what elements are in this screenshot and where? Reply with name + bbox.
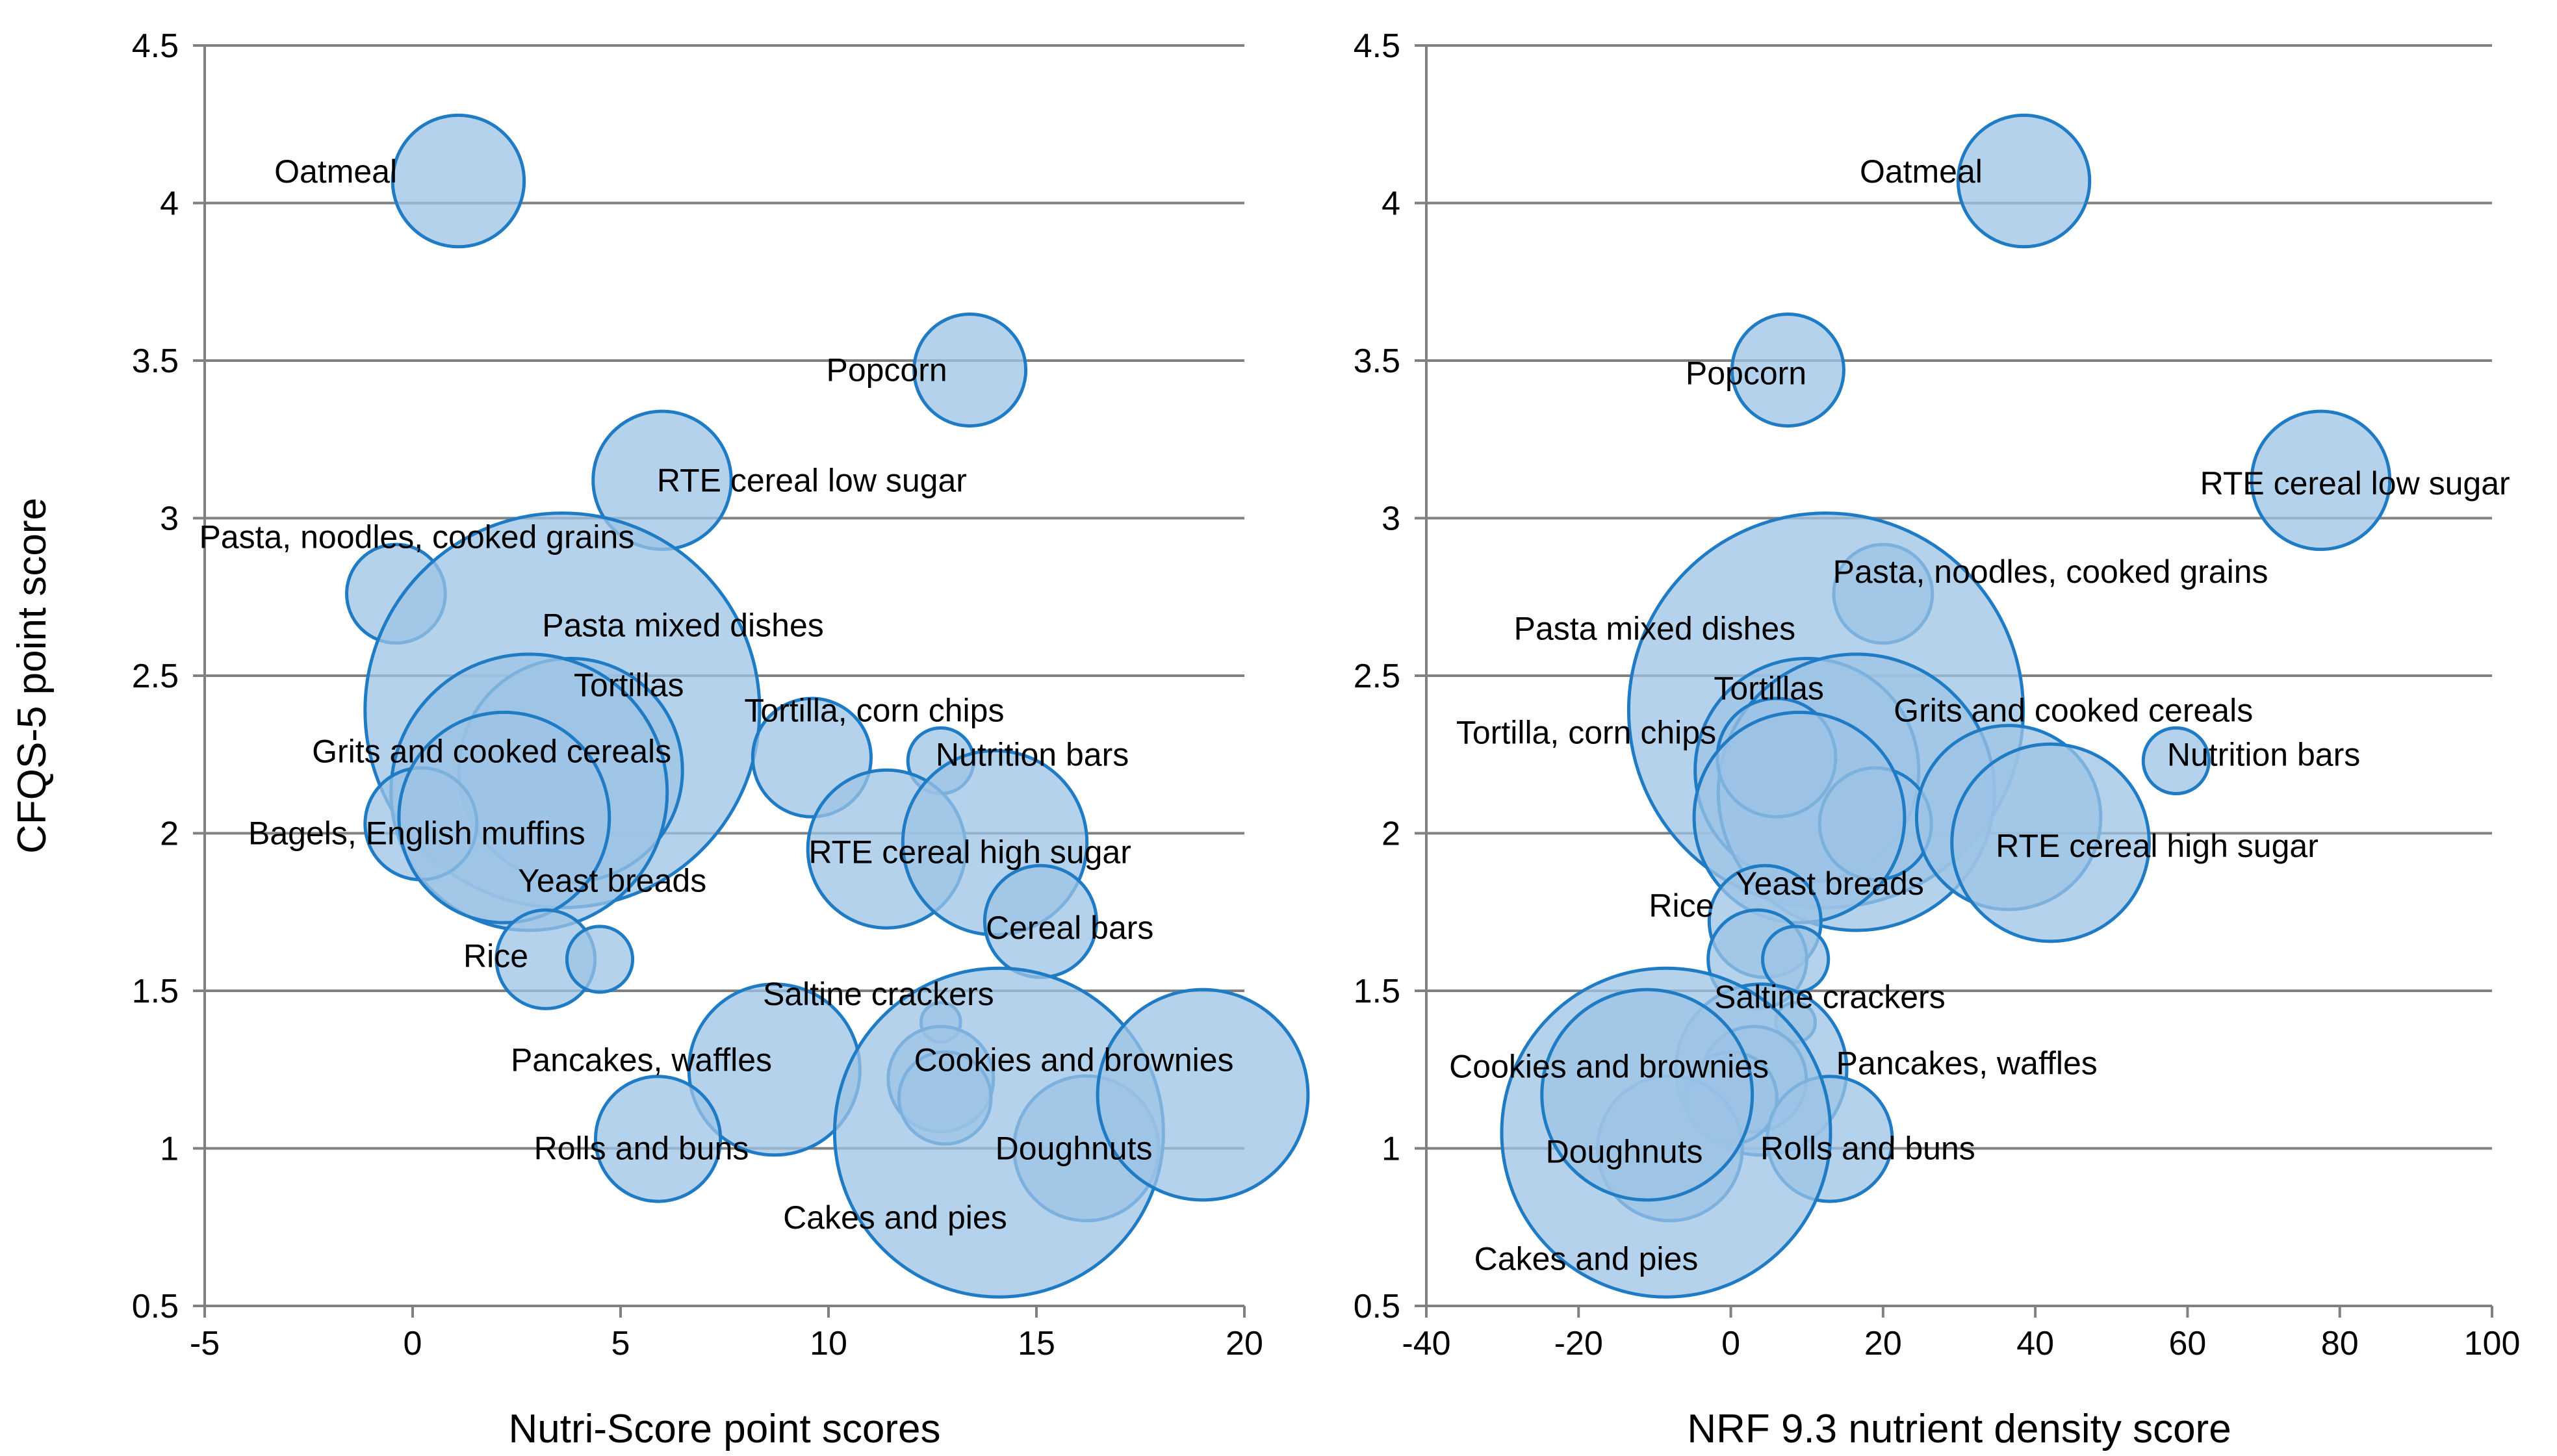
bubble-point	[1540, 988, 1754, 1202]
bubble-label: Yeast breads	[518, 862, 706, 899]
y-tick-label: 4	[1381, 185, 1400, 223]
bubble-label: Pasta, noodles, cooked grains	[1833, 554, 2268, 590]
y-tick-label: 3	[160, 500, 179, 538]
bubble-label: Popcorn	[826, 352, 947, 389]
y-tick-label: 2.5	[1354, 658, 1400, 695]
y-tick-label: 2.5	[132, 658, 179, 695]
bubble-label: RTE cereal high sugar	[808, 834, 1131, 871]
bubble-label: Rice	[1649, 888, 1714, 924]
bubble-label: Pasta mixed dishes	[542, 607, 824, 643]
bubble-label: Rice	[463, 938, 528, 975]
bubble-label: Saltine crackers	[1714, 979, 1946, 1015]
bubble-label: Doughnuts	[996, 1130, 1153, 1167]
y-axis-title: CFQS-5 point score	[10, 498, 55, 854]
bubble-label: Pancakes, waffles	[511, 1042, 772, 1079]
bubble-label: Rolls and buns	[1760, 1130, 1975, 1167]
bubble-point	[391, 113, 526, 249]
bubble-label: Pasta mixed dishes	[1514, 610, 1796, 646]
bubble-point	[1730, 313, 1845, 428]
y-tick-label: 3.5	[132, 342, 179, 380]
bubble-point	[565, 925, 635, 994]
y-tick-label: 2	[160, 815, 179, 853]
bubble-label: Saltine crackers	[763, 976, 994, 1012]
bubble-label: RTE cereal low sugar	[2200, 465, 2510, 502]
bubble-label: Grits and cooked cereals	[312, 733, 671, 769]
x-tick-label: -5	[190, 1325, 220, 1362]
x-tick-label: 15	[1018, 1325, 1055, 1362]
x-axis-title: Nutri-Score point scores	[508, 1407, 940, 1451]
bubble-label: Tortillas	[1714, 670, 1823, 706]
x-tick-label: 0	[1721, 1325, 1740, 1362]
bubble-label: Nutrition bars	[936, 736, 1129, 773]
x-tick-label: 0	[404, 1325, 422, 1362]
bubble-label: Pancakes, waffles	[1836, 1045, 2098, 1082]
bubble-label: Tortillas	[574, 667, 684, 704]
bubble-label: Oatmeal	[274, 153, 397, 190]
y-tick-label: 3.5	[1354, 342, 1400, 380]
bubble-label: Cookies and brownies	[914, 1042, 1234, 1079]
bubble-label: Tortilla, corn chips	[744, 692, 1004, 728]
bubble-label: RTE cereal high sugar	[1996, 828, 2319, 864]
bubble-point	[593, 1075, 723, 1203]
bubble-label: Doughnuts	[1546, 1133, 1703, 1169]
bubble-point	[2250, 409, 2392, 552]
bubble-point	[2141, 726, 2211, 796]
x-tick-label: 20	[1226, 1325, 1263, 1362]
bubble-point	[1956, 113, 2092, 249]
bubble-label: Rolls and buns	[534, 1130, 749, 1167]
x-tick-label: 20	[1864, 1325, 1902, 1362]
x-tick-label: 5	[611, 1325, 630, 1362]
x-tick-label: -20	[1554, 1325, 1603, 1362]
x-axis-title: NRF 9.3 nutrient density score	[1687, 1407, 2231, 1451]
bubble-label: Cakes and pies	[1474, 1240, 1699, 1277]
bubble-point	[397, 710, 611, 925]
bubble-label: Cakes and pies	[783, 1199, 1007, 1236]
y-tick-label: 0.5	[1354, 1288, 1400, 1325]
bubble-label: Cookies and brownies	[1449, 1048, 1769, 1084]
y-tick-label: 0.5	[132, 1288, 179, 1325]
bubble-label: Bagels, English muffins	[248, 815, 585, 852]
bubble-label: Nutrition bars	[2167, 736, 2360, 773]
bubble-point	[1950, 742, 2151, 943]
y-tick-label: 2	[1381, 815, 1400, 853]
y-tick-label: 1	[160, 1130, 179, 1168]
chart-panel-2: 0.5 1 1.5 2 2.5 3 3.5 4 4.5 -40 -20 0 20 40 60 80 100 Oat…	[1354, 27, 2521, 1451]
x-tick-label: 60	[2169, 1325, 2207, 1362]
bubble-label: Grits and cooked cereals	[1894, 692, 2253, 728]
y-tick-label: 1.5	[1354, 973, 1400, 1010]
bubble-label: Tortilla, corn chips	[1456, 714, 1716, 750]
y-tick-label: 1.5	[132, 973, 179, 1010]
y-tick-label: 4	[160, 185, 179, 223]
x-tick-label: 80	[2321, 1325, 2359, 1362]
x-tick-label: 100	[2464, 1325, 2521, 1362]
bubble-label: Yeast breads	[1736, 865, 1924, 902]
bubble-label: Pasta, noodles, cooked grains	[199, 519, 634, 556]
y-tick-label: 3	[1381, 500, 1400, 538]
bubble-point	[912, 313, 1028, 428]
bubble-label: RTE cereal low sugar	[657, 462, 967, 498]
bubble-label: Oatmeal	[1860, 153, 1983, 190]
chart-panel-1: 0.5 1 1.5 2 2.5 3 3.5 4 4.5 -5 0 5 10 15 20 Oatmeal Popc…	[10, 27, 1310, 1451]
x-tick-label: 40	[2016, 1325, 2054, 1362]
bubble-label: Popcorn	[1686, 355, 1806, 391]
y-tick-label: 4.5	[132, 27, 179, 65]
bubble-label: Cereal bars	[986, 910, 1153, 946]
y-tick-label: 1	[1381, 1130, 1400, 1168]
bubble-point	[1096, 988, 1310, 1202]
y-tick-label: 4.5	[1354, 27, 1400, 65]
x-tick-label: 10	[810, 1325, 847, 1362]
x-tick-label: -40	[1402, 1325, 1450, 1362]
